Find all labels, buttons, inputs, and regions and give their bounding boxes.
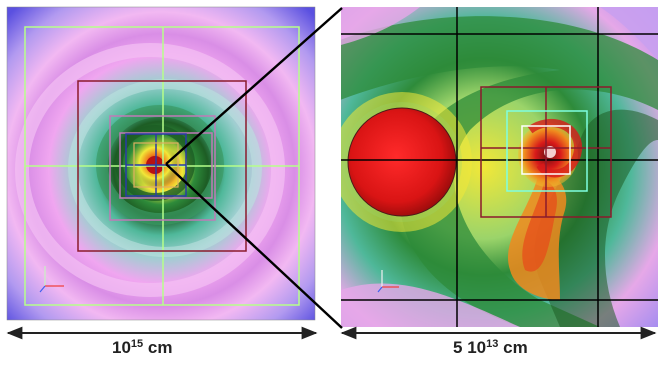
right-grid-level-2 [480,86,612,218]
right-scale-unit: cm [503,338,528,357]
left-grid-level-1 [24,26,300,306]
right-scale-exponent: 13 [486,338,499,350]
right-grid-level-4 [521,125,571,175]
right-axis-triad-icon [377,270,399,293]
left-axis-triad-icon [39,266,64,293]
left-grid-level-4 [125,133,187,197]
right-scale-base: 10 [467,338,487,357]
right-grid-coarse [341,7,658,327]
left-scale-exponent: 15 [130,338,144,350]
right-scale-label: 5 1013 cm [453,338,528,358]
left-grid-level-2 [77,80,247,252]
left-scale-label: 1015 cm [112,338,172,358]
left-grid-level-3 [109,115,216,221]
left-scale-base: 10 [112,338,131,357]
left-panel-frame [6,6,316,321]
left-panel [6,6,316,321]
right-panel [341,7,658,327]
left-scale-unit: cm [147,338,173,357]
right-scale-mantissa: 5 [453,338,463,357]
left-panel-structures [15,43,285,297]
left-grid-level-5 [133,142,179,188]
zoom-connector-lines [165,7,343,329]
star-sphere [347,107,457,217]
right-grid-level-3 [506,110,588,192]
right-panel-structures [341,7,658,327]
